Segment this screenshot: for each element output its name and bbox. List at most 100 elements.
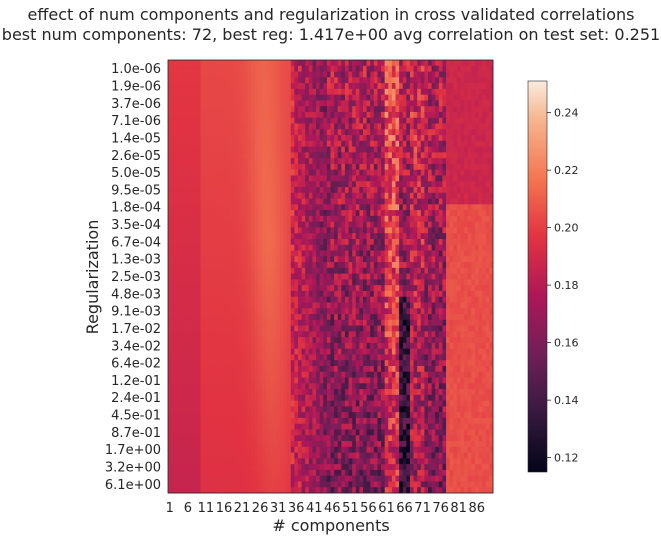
heatmap-cell (366, 227, 371, 234)
heatmap-cell (186, 302, 191, 309)
heatmap-cell (189, 371, 194, 378)
heatmap-cell (326, 192, 331, 199)
heatmap-cell (204, 169, 209, 176)
heatmap-cell (391, 227, 396, 234)
heatmap-cell (287, 290, 292, 298)
heatmap-cell (478, 256, 483, 263)
heatmap-cell (446, 308, 451, 315)
heatmap-cell (229, 163, 234, 171)
heatmap-cell (240, 360, 245, 367)
heatmap-cell (344, 71, 349, 78)
heatmap-cell (453, 262, 458, 269)
heatmap-cell (312, 371, 317, 378)
heatmap-cell (489, 314, 494, 321)
heatmap-cell (326, 331, 331, 338)
heatmap-cell (272, 146, 277, 153)
heatmap-cell (359, 279, 364, 286)
heatmap-cell (316, 77, 321, 84)
heatmap-cell (319, 111, 324, 119)
heatmap-cell (214, 296, 219, 303)
heatmap-cell (279, 175, 284, 182)
heatmap-cell (193, 198, 198, 205)
heatmap-cell (337, 354, 342, 361)
heatmap-cell (334, 210, 339, 217)
heatmap-cell (406, 129, 411, 136)
heatmap-cell (395, 123, 400, 130)
heatmap-cell (308, 285, 313, 292)
heatmap-cell (204, 187, 209, 194)
heatmap-cell (312, 83, 317, 90)
heatmap-cell (449, 83, 454, 90)
heatmap-cell (301, 342, 306, 350)
heatmap-cell (435, 60, 440, 67)
heatmap-cell (341, 227, 346, 234)
heatmap-cell (265, 342, 270, 350)
heatmap-cell (395, 348, 400, 355)
heatmap-cell (222, 227, 227, 234)
heatmap-cell (283, 331, 288, 338)
heatmap-cell (290, 302, 295, 309)
heatmap-cell (482, 198, 487, 205)
heatmap-cell (196, 123, 201, 130)
heatmap-cell (305, 204, 310, 211)
heatmap-cell (485, 198, 490, 205)
heatmap-cell (323, 60, 328, 67)
heatmap-cell (182, 111, 187, 119)
heatmap-cell (453, 117, 458, 124)
heatmap-cell (251, 244, 256, 251)
heatmap-cell (269, 365, 274, 373)
heatmap-cell (168, 308, 173, 315)
heatmap-cell (438, 244, 443, 251)
heatmap-cell (474, 169, 479, 176)
heatmap-cell (316, 152, 321, 159)
heatmap-cell (243, 296, 248, 303)
heatmap-cell (435, 158, 440, 165)
heatmap-cell (359, 262, 364, 269)
heatmap-cell (193, 123, 198, 130)
heatmap-cell (485, 342, 490, 350)
heatmap-cell (326, 371, 331, 378)
heatmap-cell (464, 111, 469, 119)
heatmap-cell (366, 342, 371, 350)
heatmap-cell (319, 117, 324, 124)
heatmap-cell (265, 71, 270, 78)
heatmap-cell (438, 204, 443, 211)
heatmap-cell (308, 227, 313, 234)
heatmap-cell (467, 360, 472, 367)
heatmap-cell (366, 94, 371, 101)
heatmap-cell (178, 135, 183, 142)
heatmap-cell (409, 342, 414, 350)
heatmap-cell (456, 296, 461, 303)
heatmap-cell (204, 198, 209, 205)
heatmap-cell (236, 337, 241, 344)
heatmap-cell (453, 319, 458, 326)
heatmap-cell (413, 279, 418, 286)
heatmap-cell (189, 365, 194, 373)
heatmap-cell (355, 354, 360, 361)
heatmap-cell (233, 146, 238, 153)
heatmap-cell (316, 129, 321, 136)
heatmap-cell (186, 342, 191, 350)
heatmap-cell (269, 233, 274, 240)
heatmap-cell (464, 215, 469, 223)
heatmap-cell (178, 285, 183, 292)
heatmap-cell (435, 215, 440, 223)
heatmap-cell (384, 88, 389, 96)
heatmap-cell (243, 267, 248, 275)
heatmap-cell (279, 169, 284, 176)
heatmap-cell (489, 129, 494, 136)
heatmap-cell (478, 215, 483, 223)
heatmap-cell (373, 111, 378, 119)
heatmap-cell (395, 71, 400, 78)
heatmap-cell (305, 238, 310, 246)
heatmap-cell (381, 210, 386, 217)
heatmap-cell (247, 181, 252, 188)
heatmap-cell (178, 267, 183, 275)
heatmap-cell (384, 279, 389, 286)
heatmap-cell (467, 267, 472, 275)
heatmap-cell (438, 360, 443, 367)
heatmap-cell (189, 325, 194, 332)
heatmap-cell (359, 325, 364, 332)
heatmap-cell (218, 71, 223, 78)
heatmap-cell (243, 238, 248, 246)
